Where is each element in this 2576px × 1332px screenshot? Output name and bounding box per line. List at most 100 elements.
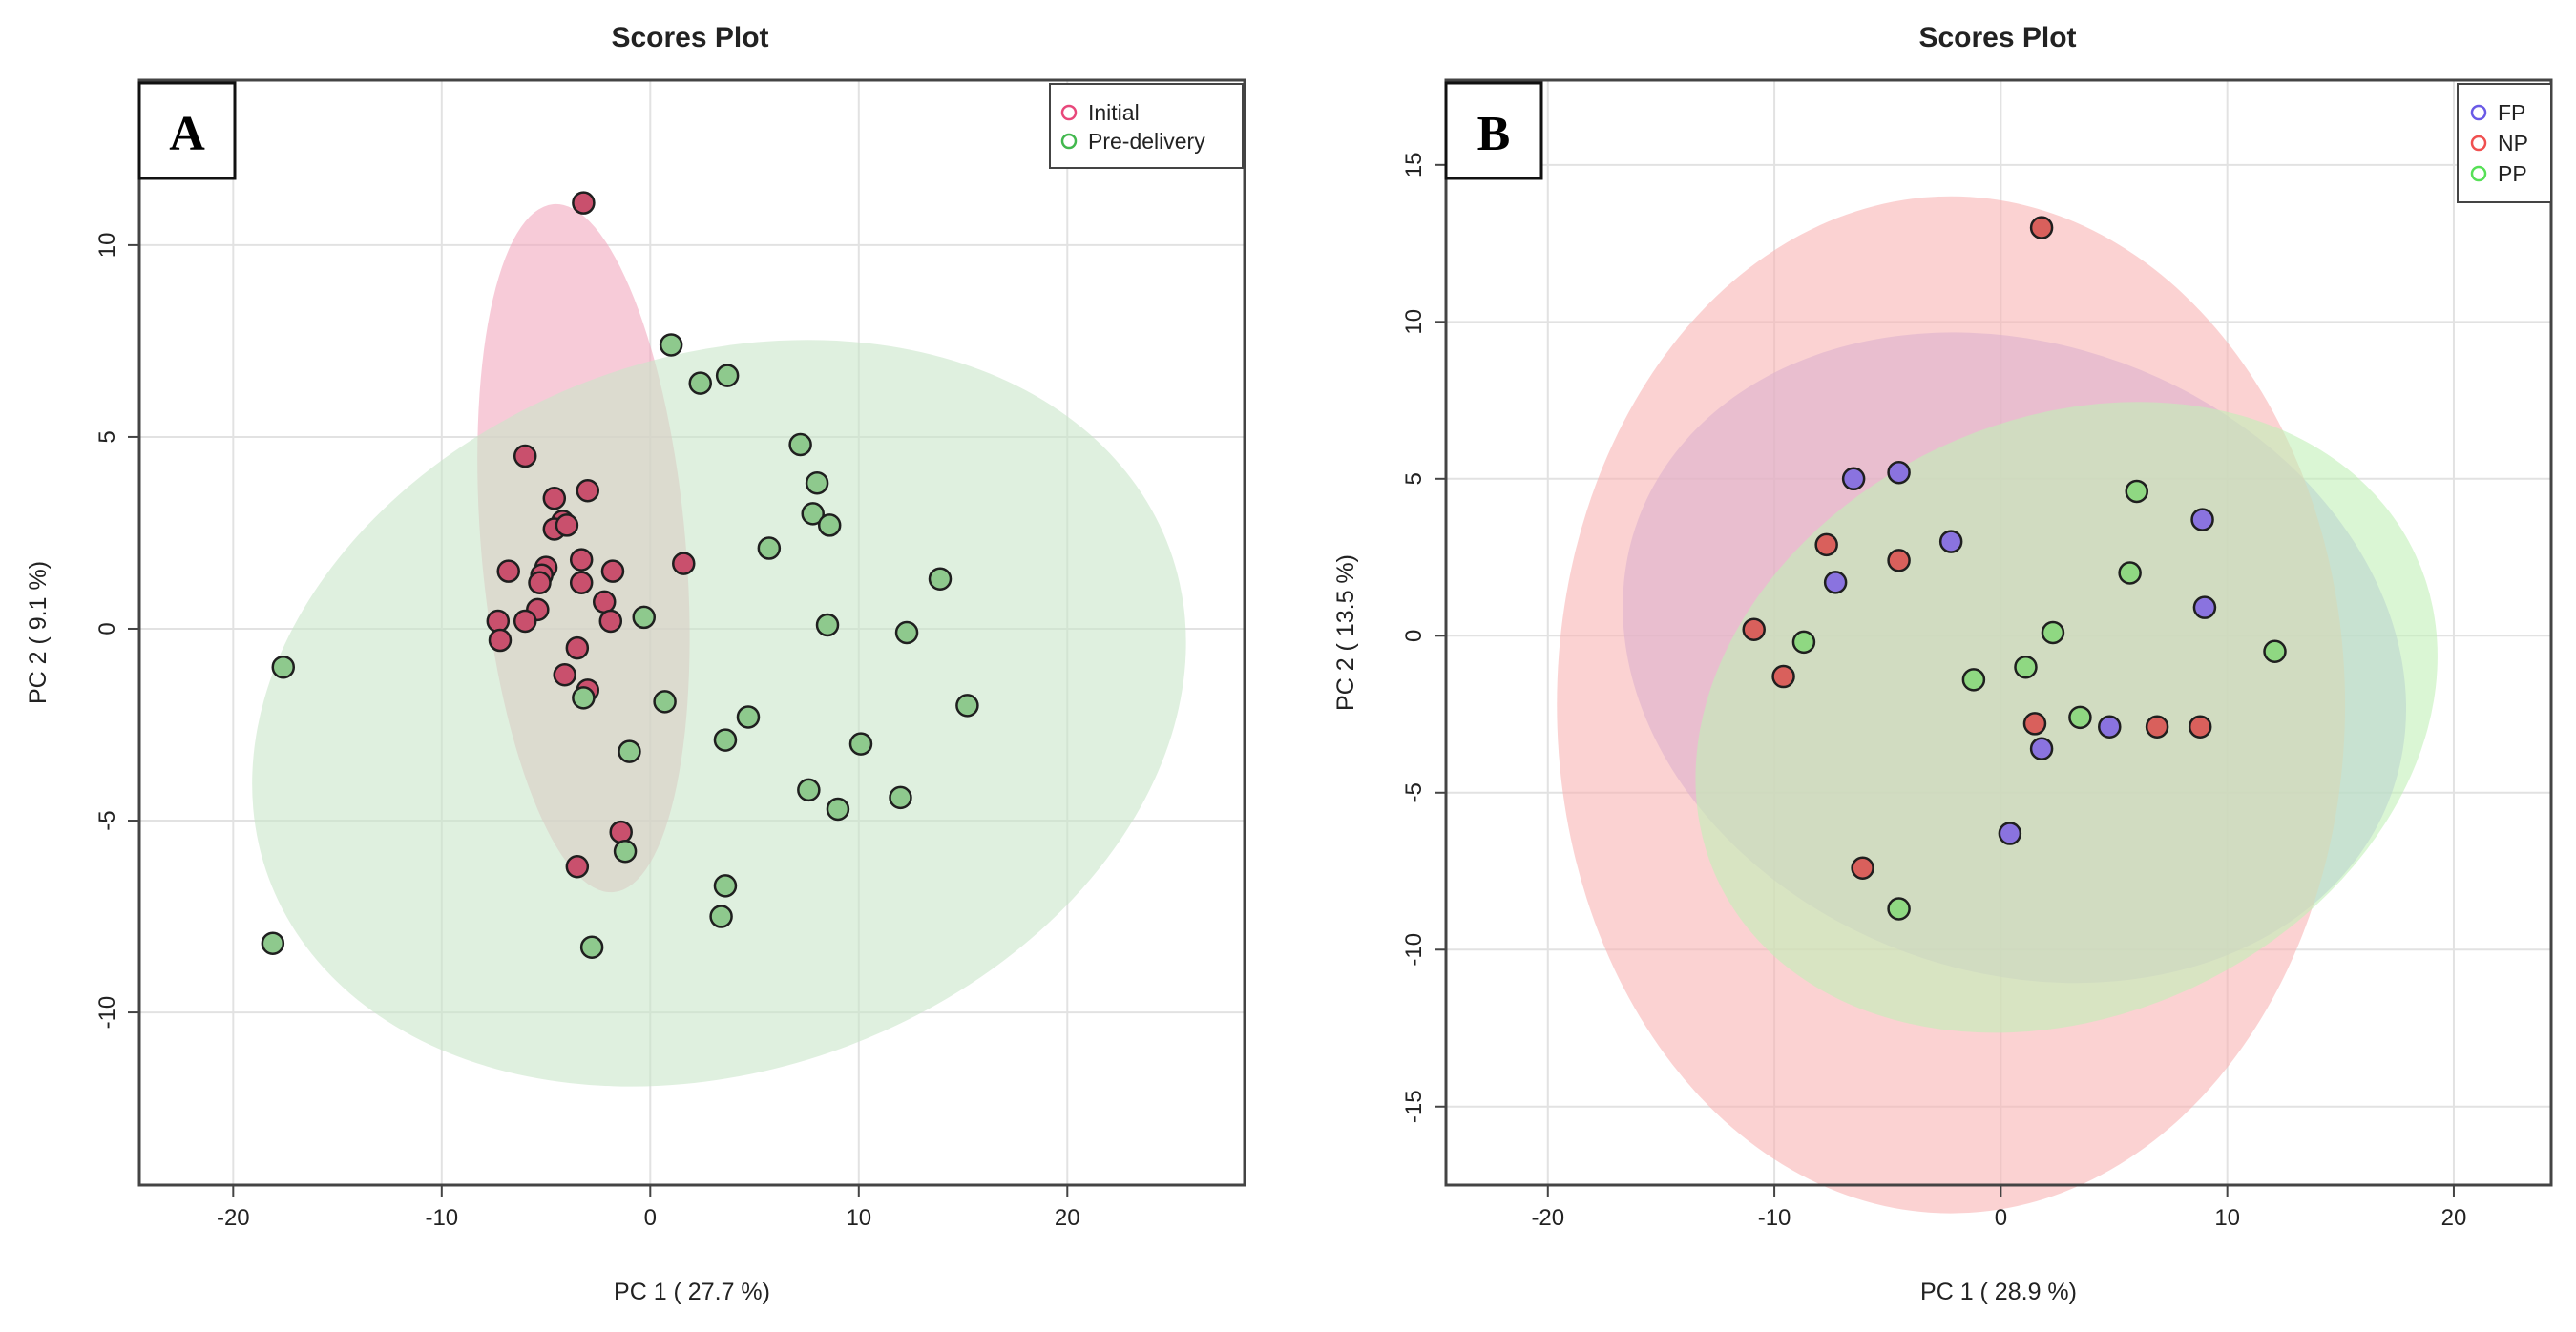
data-point-pre-delivery: [736, 705, 761, 729]
data-point-np: [2022, 712, 2047, 736]
data-point-pre-delivery: [817, 513, 842, 537]
data-point-pre-delivery: [848, 732, 873, 756]
data-point-pre-delivery: [659, 333, 683, 357]
y-tick-label: 5: [94, 430, 120, 443]
data-point-pre-delivery: [894, 620, 919, 645]
legend-marker: [1060, 104, 1078, 121]
data-point-pre-delivery: [826, 797, 850, 822]
data-point-fp: [1938, 530, 1963, 553]
data-point-pre-delivery: [688, 371, 712, 395]
legend-marker: [2470, 165, 2487, 182]
data-point-initial: [553, 662, 576, 687]
data-point-initial: [513, 444, 537, 468]
confidence-ellipse-pp: [1695, 402, 2438, 1033]
x-tick-label: 10: [846, 1205, 871, 1231]
data-point-initial: [513, 609, 537, 634]
data-point-fp: [2190, 508, 2214, 531]
panel-letter: B: [1477, 107, 1511, 161]
y-tick-label: 15: [1401, 152, 1427, 177]
data-point-initial: [542, 487, 567, 510]
data-point-pp: [2125, 479, 2148, 504]
legend-label: PP: [2498, 161, 2527, 186]
y-tick-label: -15: [1401, 1090, 1427, 1123]
data-point-pp: [1961, 668, 1986, 692]
data-point-initial: [528, 571, 552, 594]
data-point-pp: [2014, 655, 2038, 679]
chart-title: Scores Plot: [1918, 22, 2076, 53]
data-point-pp: [2263, 639, 2287, 663]
x-tick-label: 20: [1055, 1205, 1080, 1231]
data-point-initial: [576, 478, 600, 503]
x-tick-label: 0: [644, 1205, 657, 1231]
data-point-pre-delivery: [613, 839, 638, 864]
legend-marker: [2470, 135, 2487, 152]
data-point-initial: [496, 559, 520, 583]
data-point-pre-delivery: [709, 905, 733, 928]
y-tick-label: -10: [94, 996, 120, 1030]
legend-marker: [2470, 104, 2487, 121]
legend-label: NP: [2498, 131, 2528, 156]
data-point-np: [1771, 664, 1795, 689]
data-point-initial: [569, 571, 594, 594]
data-point-initial: [565, 635, 590, 660]
y-tick-label: 5: [1401, 472, 1427, 485]
data-point-initial: [592, 590, 617, 614]
data-point-pre-delivery: [715, 364, 740, 387]
data-point-pre-delivery: [261, 931, 285, 955]
data-point-initial: [569, 548, 594, 572]
confidence-ellipse-pre-delivery: [252, 340, 1186, 1087]
data-point-pre-delivery: [955, 694, 979, 718]
legend: Initial Pre-delivery: [1049, 83, 1244, 169]
data-point-pre-delivery: [618, 739, 641, 763]
data-point-pre-delivery: [805, 470, 829, 495]
data-point-np: [1887, 549, 1911, 572]
data-point-np: [1814, 532, 1838, 557]
legend: FP NP PP: [2457, 83, 2552, 203]
data-point-fp: [1841, 467, 1866, 491]
data-point-np: [1851, 856, 1874, 880]
data-point-pp: [2068, 705, 2092, 730]
x-tick-label: 10: [2214, 1205, 2240, 1231]
legend-label: FP: [2498, 100, 2525, 125]
scores-plot-a: Scores Plot -20 -10 0 10 20 -10 -5 0 5 10 PC 1 ( …: [25, 22, 1246, 1305]
data-point-pre-delivery: [928, 567, 953, 591]
data-point-pre-delivery: [653, 690, 677, 714]
data-point-pre-delivery: [889, 785, 912, 810]
legend-marker: [1060, 133, 1078, 150]
y-tick-label: -5: [1401, 782, 1427, 802]
data-point-initial: [486, 609, 511, 634]
data-point-pre-delivery: [632, 605, 656, 630]
data-point-pre-delivery: [572, 686, 596, 710]
data-point-pp: [2118, 561, 2142, 585]
data-point-initial: [555, 513, 579, 537]
data-point-np: [2188, 715, 2212, 739]
data-point-pre-delivery: [713, 874, 738, 898]
panel-letter: A: [169, 107, 205, 161]
data-point-fp: [1998, 822, 2022, 845]
data-point-fp: [2192, 595, 2217, 619]
y-tick-label: -10: [1401, 933, 1427, 967]
x-tick-label: -10: [425, 1205, 458, 1231]
data-point-pre-delivery: [788, 432, 812, 457]
data-point-pre-delivery: [797, 778, 821, 802]
data-point-pre-delivery: [815, 613, 840, 637]
data-point-initial: [600, 559, 625, 583]
x-tick-label: -10: [1758, 1205, 1791, 1231]
data-point-pre-delivery: [757, 536, 782, 560]
legend-label: Pre-delivery: [1088, 129, 1205, 154]
chart-title: Scores Plot: [611, 22, 768, 53]
y-tick-label: 10: [94, 233, 120, 259]
data-point-pre-delivery: [271, 655, 296, 679]
y-tick-label: -5: [94, 810, 120, 830]
data-point-pp: [1887, 897, 1911, 921]
data-point-pp: [2041, 620, 2065, 645]
y-axis-label: PC 2 ( 9.1 %): [25, 561, 52, 704]
data-point-initial: [672, 552, 696, 575]
data-point-np: [1742, 617, 1766, 641]
x-axis-label: PC 1 ( 27.7 %): [614, 1279, 770, 1305]
legend-label: Initial: [1088, 100, 1140, 125]
data-point-fp: [1823, 571, 1848, 594]
data-point-fp: [2029, 737, 2054, 760]
x-tick-label: -20: [217, 1205, 250, 1231]
